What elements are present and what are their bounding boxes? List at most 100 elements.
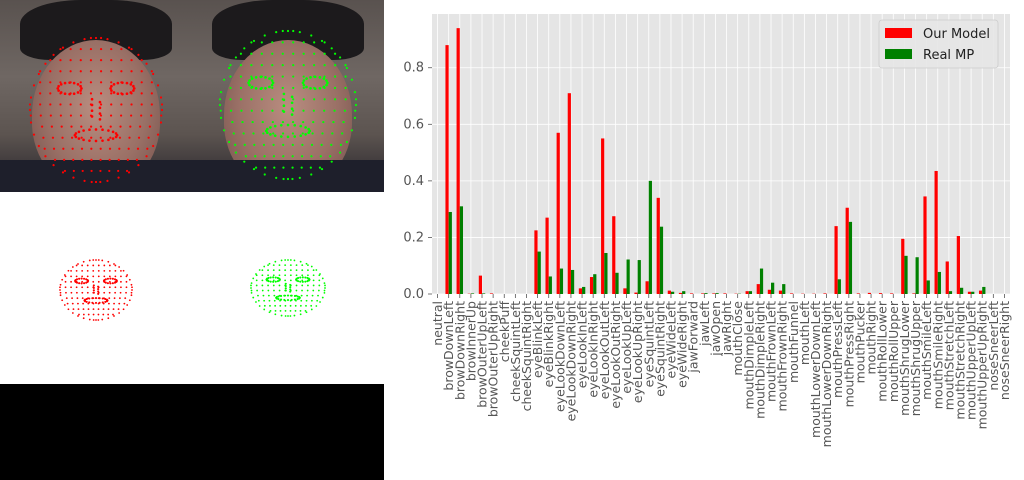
bar-our-model-eyeLookOutLeft <box>601 138 605 294</box>
x-tick-label: eyeWideLeft <box>663 301 678 379</box>
x-tick-label: mouthUpperUpLeft <box>964 301 979 420</box>
bar-real-mp-browDownRight <box>459 206 464 294</box>
landmark-points <box>218 29 358 181</box>
bar-real-mp-browInnerUp <box>470 293 475 294</box>
bar-our-model-mouthDimpleLeft <box>745 291 749 294</box>
bar-our-model-mouthSmileRight <box>934 170 938 294</box>
bar-our-model-browOuterUpRight <box>489 293 494 294</box>
x-tick-label: mouthFunnel <box>786 301 801 383</box>
bar-our-model-eyeLookInLeft <box>578 288 583 294</box>
bar-real-mp-mouthDimpleLeft <box>748 291 753 294</box>
bar-real-mp-eyeLookInRight <box>593 274 597 294</box>
y-tick-label: 0.6 <box>403 117 424 132</box>
x-tick-label: jawOpen <box>708 301 723 357</box>
x-tick-label: mouthShrugLower <box>897 300 912 416</box>
x-tick-label: eyeLookDownRight <box>563 301 578 421</box>
bar-real-mp-mouthShrugLower <box>904 255 908 294</box>
bar-our-model-mouthPucker <box>856 293 860 294</box>
mesh-visualization <box>0 192 384 384</box>
bar-our-model-browOuterUpLeft <box>478 275 483 294</box>
x-tick-label: browDownRight <box>452 301 467 400</box>
x-tick-label: noseSneerRight <box>997 301 1012 400</box>
bar-our-model-mouthShrugLower <box>901 238 905 294</box>
x-tick-label: mouthStretchRight <box>952 301 967 420</box>
bar-real-mp-mouthUpperUpLeft <box>971 291 975 294</box>
bar-our-model-browDownLeft <box>445 45 449 294</box>
x-tick-label: eyeLookDownLeft <box>552 301 567 412</box>
bar-our-model-mouthLowerDownRight <box>823 293 827 294</box>
bar-our-model-eyeWideLeft <box>667 290 671 294</box>
bar-our-model-eyeLookUpLeft <box>623 288 627 294</box>
x-tick-label: eyeLookInRight <box>586 301 601 398</box>
x-tick-label: eyeLookUpRight <box>630 301 645 403</box>
bar-our-model-mouthRollUpper <box>890 293 894 294</box>
y-tick-label: 0.0 <box>403 287 424 302</box>
bar-our-model-mouthShrugUpper <box>912 293 916 294</box>
x-tick-label: eyeWideRight <box>675 301 690 388</box>
bar-our-model-mouthStretchLeft <box>945 261 949 294</box>
x-tick-label: mouthSmileRight <box>930 301 945 409</box>
face-photo-our-model <box>0 0 192 192</box>
bar-real-mp-browOuterUpLeft <box>482 293 486 294</box>
x-tick-label: eyeSquintRight <box>652 301 667 397</box>
bar-real-mp-eyeLookDownLeft <box>559 268 564 294</box>
x-tick-label: eyeLookOutLeft <box>597 301 612 399</box>
face-photo-real-mp <box>192 0 384 192</box>
x-tick-label: eyeBlinkLeft <box>530 301 545 378</box>
x-tick-label: jawRight <box>719 301 734 356</box>
x-tick-label: mouthPucker <box>852 300 867 383</box>
x-tick-label: browOuterUpRight <box>486 301 501 417</box>
bar-our-model-mouthSmileLeft <box>923 196 927 294</box>
y-tick-label: 0.2 <box>403 230 424 245</box>
bar-real-mp-mouthShrugUpper <box>915 257 919 294</box>
bar-our-model-jawOpen <box>712 293 716 294</box>
legend: Our Model Real MP <box>878 19 999 69</box>
bar-real-mp-eyeLookUpRight <box>637 260 641 294</box>
bar-real-mp-mouthStretchRight <box>959 287 964 294</box>
empty-panel <box>0 384 384 480</box>
mesh-our-model <box>59 259 133 321</box>
bar-real-mp-mouthDimpleRight <box>759 268 764 294</box>
x-tick-label: mouthUpperUpRight <box>975 301 990 430</box>
bar-our-model-eyeLookOutRight <box>612 216 616 294</box>
x-tick-label: mouthRollLower <box>875 300 890 402</box>
x-tick-label: mouthFrownRight <box>775 301 790 412</box>
bar-our-model-eyeBlinkLeft <box>534 230 538 294</box>
landmark-points <box>28 36 164 184</box>
bar-our-model-jawForward <box>689 293 694 294</box>
x-tick-label: mouthClose <box>730 301 745 376</box>
x-tick-label: eyeLookInLeft <box>575 301 590 388</box>
bar-our-model-eyeWideRight <box>678 292 683 294</box>
x-tick-label: mouthPressRight <box>841 301 856 407</box>
x-tick-label: mouthLeft <box>797 301 812 365</box>
bar-our-model-mouthPressLeft <box>834 226 838 294</box>
bar-real-mp-mouthStretchLeft <box>948 291 953 294</box>
x-tick-label: mouthSmileLeft <box>919 301 934 400</box>
bar-our-model-mouthUpperUpRight <box>978 290 983 294</box>
y-tick-label: 0.4 <box>403 174 424 189</box>
x-tick-label: mouthRollUpper <box>886 300 901 402</box>
x-tick-label: noseSneerLeft <box>986 301 1001 391</box>
bar-real-mp-mouthPressLeft <box>837 279 841 294</box>
x-tick-label: cheekPuff <box>497 301 512 363</box>
x-tick-label: eyeLookOutRight <box>608 301 623 409</box>
x-tick-label: mouthShrugUpper <box>908 300 923 416</box>
bar-real-mp-mouthSmileRight <box>937 271 941 294</box>
bar-our-model-mouthFrownRight <box>778 290 783 294</box>
x-tick-label: mouthFrownLeft <box>764 301 779 402</box>
bar-real-mp-eyeSquintLeft <box>648 180 652 294</box>
bar-real-mp-mouthUpperUpRight <box>982 286 986 294</box>
legend-label: Real MP <box>923 48 974 63</box>
x-tick-label: mouthDimpleRight <box>752 301 767 419</box>
legend-label: Our Model <box>923 27 990 42</box>
bar-real-mp-eyeWideRight <box>682 291 686 294</box>
bar-real-mp-mouthFrownLeft <box>771 282 775 294</box>
bar-real-mp-mouthSmileLeft <box>926 280 930 294</box>
x-tick-label: neutral <box>430 301 445 346</box>
bar-our-model-mouthRollLower <box>878 293 883 294</box>
bar-real-mp-eyeLookOutLeft <box>604 252 608 294</box>
bar-our-model-eyeLookUpRight <box>634 292 638 294</box>
bar-our-model-eyeSquintLeft <box>645 281 649 294</box>
bar-our-model-mouthStretchRight <box>956 236 960 294</box>
bar-our-model-eyeBlinkRight <box>545 217 549 294</box>
